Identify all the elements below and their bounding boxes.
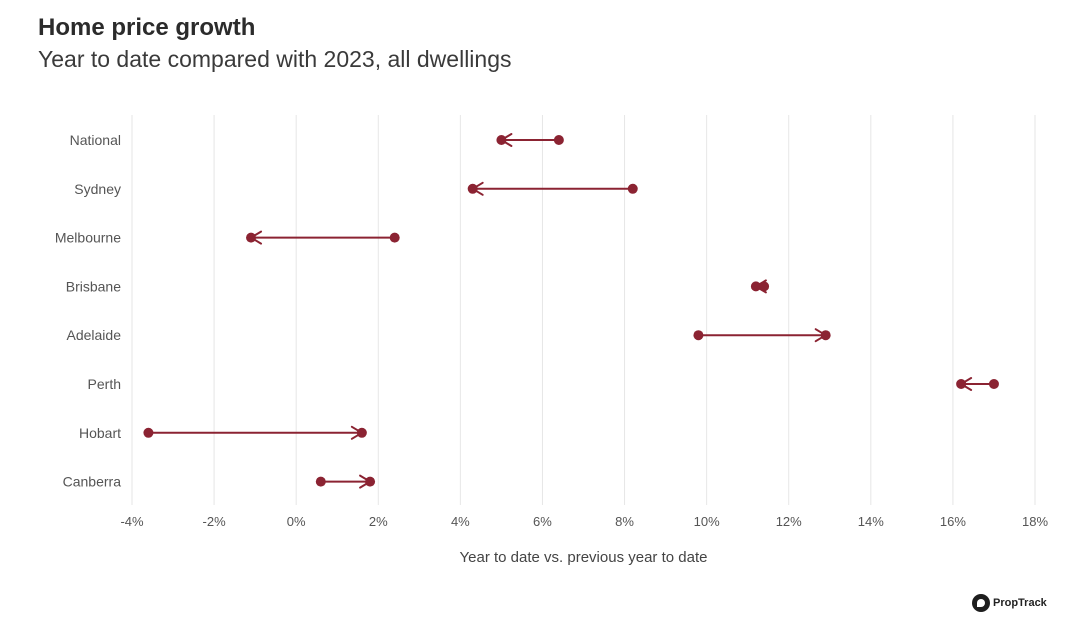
- point-previous: [627, 183, 638, 194]
- point-current: [246, 232, 257, 243]
- chart-subtitle: Year to date compared with 2023, all dwe…: [38, 46, 512, 72]
- category-label: Canberra: [63, 474, 122, 490]
- point-current: [956, 379, 967, 389]
- category-label: Melbourne: [55, 230, 121, 246]
- category-label: National: [70, 132, 121, 148]
- x-tick-label: -4%: [120, 514, 144, 529]
- x-tick-label: -2%: [203, 514, 227, 529]
- point-current: [365, 476, 376, 487]
- x-tick-label: 16%: [940, 514, 966, 529]
- x-tick-label: 0%: [287, 514, 306, 529]
- point-current: [820, 330, 831, 341]
- x-tick-label: 12%: [776, 514, 802, 529]
- point-previous: [988, 379, 999, 389]
- category-label: Adelaide: [67, 327, 122, 343]
- point-previous: [143, 427, 154, 438]
- point-current: [356, 427, 367, 438]
- point-current: [496, 135, 507, 145]
- category-label: Perth: [88, 376, 121, 392]
- category-label: Brisbane: [66, 278, 121, 294]
- point-previous: [759, 281, 770, 292]
- category-label: Sydney: [74, 181, 121, 197]
- category-label: Hobart: [79, 425, 121, 441]
- x-tick-label: 10%: [694, 514, 720, 529]
- proptrack-logo-icon: [972, 594, 990, 612]
- proptrack-logo: PropTrack: [972, 594, 1047, 612]
- point-previous: [693, 330, 704, 341]
- point-current: [467, 183, 478, 194]
- point-previous: [389, 232, 400, 243]
- point-previous: [553, 135, 564, 145]
- chart-title: Home price growth: [38, 14, 256, 41]
- x-tick-label: 14%: [858, 514, 884, 529]
- point-previous: [315, 476, 326, 487]
- brand-name: PropTrack: [993, 597, 1047, 609]
- x-tick-label: 2%: [369, 514, 388, 529]
- x-tick-label: 4%: [451, 514, 470, 529]
- x-axis-title: Year to date vs. previous year to date: [460, 549, 708, 566]
- x-tick-label: 8%: [615, 514, 634, 529]
- point-current: [750, 281, 761, 292]
- x-tick-label: 6%: [533, 514, 552, 529]
- x-tick-label: 18%: [1022, 514, 1048, 529]
